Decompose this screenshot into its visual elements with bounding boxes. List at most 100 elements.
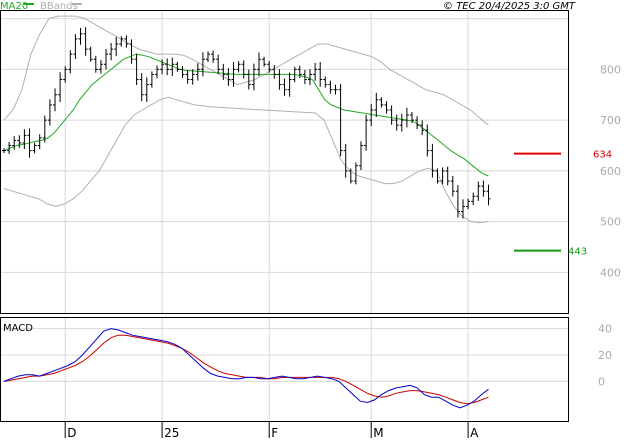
ohlc-bar <box>37 134 42 150</box>
ohlc-bar <box>27 128 32 158</box>
ohlc-bar <box>246 69 251 90</box>
ohlc-bar <box>42 115 47 143</box>
ohlc-bar <box>73 34 78 60</box>
ohlc-bar <box>190 69 195 85</box>
ma20-line <box>3 53 489 177</box>
ohlc-bar <box>364 114 369 151</box>
ohlc-bar <box>109 42 114 61</box>
ohlc-bar <box>78 28 83 45</box>
ohlc-bar <box>272 65 277 79</box>
ohlc-bar <box>338 83 343 157</box>
ohlc-bar <box>430 143 435 178</box>
ohlc-bar <box>394 114 399 131</box>
ohlc-bar <box>17 135 22 149</box>
ohlc-bar <box>262 56 267 67</box>
ohlc-bar <box>88 46 93 62</box>
ohlc-bar <box>313 62 318 81</box>
ohlc-bar <box>404 107 409 128</box>
ohlc-bar <box>267 60 272 73</box>
bollinger-upper-line <box>3 15 489 126</box>
ohlc-bar <box>155 65 159 79</box>
ohlc-bar <box>292 66 297 83</box>
ohlc-bar <box>476 181 481 201</box>
x-tick-label: 25 <box>164 426 179 440</box>
ohlc-bar <box>410 112 414 124</box>
ohlc-bar <box>333 84 338 95</box>
ohlc-bar <box>170 57 175 77</box>
ohlc-bar <box>2 148 6 154</box>
ohlc-bar <box>287 72 292 97</box>
ohlc-bar <box>359 141 363 171</box>
ohlc-bar <box>231 62 236 87</box>
ohlc-bar <box>425 124 430 157</box>
bollinger-lower-line <box>3 96 489 224</box>
ma-legend-label: MA20 <box>0 1 28 12</box>
ohlc-bar <box>318 62 323 87</box>
ohlc-bar <box>93 55 98 73</box>
ohlc-bar <box>374 92 379 117</box>
price-tick-label: 500 <box>600 216 621 229</box>
ohlc-bar <box>415 116 420 130</box>
macd-panel-frame <box>0 317 569 422</box>
ohlc-bar <box>206 51 210 62</box>
price-panel-frame <box>0 10 569 314</box>
ohlc-bar <box>450 175 455 197</box>
macd-tick-label: 0 <box>598 375 605 388</box>
ohlc-bar <box>445 166 450 186</box>
ohlc-bar <box>226 68 231 86</box>
ohlc-bar <box>481 180 486 197</box>
ohlc-bar <box>343 143 348 178</box>
price-tick-label: 700 <box>600 114 621 127</box>
ohlc-bar <box>149 71 154 88</box>
ohlc-bar <box>32 142 37 154</box>
macd-signal-line <box>3 334 489 405</box>
ohlc-bar <box>58 72 63 103</box>
ohlc-bar <box>175 61 180 72</box>
macd-line <box>3 328 489 409</box>
ohlc-bar <box>12 136 17 150</box>
ohlc-bar <box>165 58 170 76</box>
ohlc-bar <box>53 88 57 112</box>
ohlc-bar <box>420 120 425 136</box>
ohlc-bar <box>68 50 73 74</box>
ohlc-bar <box>369 103 374 127</box>
level-label: 634 <box>593 150 612 161</box>
macd-tick-label: 40 <box>598 323 612 336</box>
ohlc-bar <box>144 77 149 103</box>
x-tick-label: A <box>470 426 479 440</box>
x-tick-label: M <box>373 426 383 440</box>
bb-legend-swatch <box>72 3 82 5</box>
ohlc-bar <box>200 52 205 77</box>
ohlc-bar <box>104 48 108 70</box>
ohlc-bar <box>328 80 333 94</box>
ohlc-bar <box>139 73 144 102</box>
ohlc-bar <box>7 142 12 154</box>
x-tick-label: F <box>271 426 278 440</box>
ohlc-bar <box>384 101 389 114</box>
ohlc-bar <box>348 168 353 184</box>
ohlc-bar <box>379 97 384 108</box>
ohlc-bar <box>134 53 139 86</box>
ohlc-bar <box>221 63 226 80</box>
ohlc-bar <box>180 66 185 78</box>
ohlc-bar <box>211 50 216 63</box>
ohlc-bar <box>185 70 190 84</box>
ohlc-bar <box>195 63 200 81</box>
ohlc-bar <box>302 69 307 85</box>
ohlc-bar <box>83 27 88 56</box>
ohlc-bar <box>308 68 312 86</box>
price-tick-label: 600 <box>600 165 621 178</box>
ohlc-bar <box>277 69 282 90</box>
ohlc-bar <box>466 198 471 210</box>
ohlc-bar <box>22 129 27 150</box>
macd-title: MACD <box>3 323 33 334</box>
ohlc-bar <box>216 54 221 74</box>
ohlc-bar <box>257 52 261 77</box>
ohlc-bar <box>486 184 491 206</box>
ohlc-bar <box>251 63 256 91</box>
ohlc-bar <box>241 60 246 79</box>
ohlc-bar <box>63 66 68 83</box>
copyright-text: © TEC 20/4/2025 3:0 GMT <box>443 1 576 12</box>
x-tick-label: D <box>67 426 76 440</box>
